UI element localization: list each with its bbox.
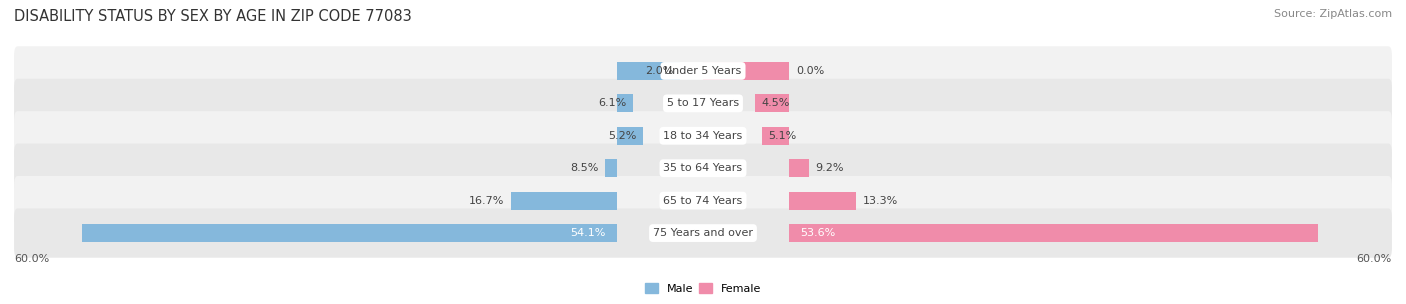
FancyBboxPatch shape [14, 176, 1392, 225]
Bar [617, 127, 644, 145]
Bar [703, 62, 789, 80]
Bar [606, 159, 617, 177]
Bar [789, 159, 808, 177]
Text: 60.0%: 60.0% [14, 254, 49, 264]
Text: 4.5%: 4.5% [762, 98, 790, 108]
Text: 6.1%: 6.1% [598, 98, 626, 108]
Text: 9.2%: 9.2% [815, 163, 844, 173]
Text: 13.3%: 13.3% [863, 196, 898, 206]
Text: 60.0%: 60.0% [1357, 254, 1392, 264]
Text: 53.6%: 53.6% [800, 228, 835, 238]
Text: Under 5 Years: Under 5 Years [665, 66, 741, 76]
Text: 2.0%: 2.0% [645, 66, 673, 76]
Bar [762, 127, 789, 145]
Text: 35 to 64 Years: 35 to 64 Years [664, 163, 742, 173]
Text: 65 to 74 Years: 65 to 74 Years [664, 196, 742, 206]
Text: DISABILITY STATUS BY SEX BY AGE IN ZIP CODE 77083: DISABILITY STATUS BY SEX BY AGE IN ZIP C… [14, 9, 412, 24]
Text: 0.0%: 0.0% [796, 66, 824, 76]
Bar [789, 224, 1319, 242]
Text: 5 to 17 Years: 5 to 17 Years [666, 98, 740, 108]
Text: 8.5%: 8.5% [571, 163, 599, 173]
FancyBboxPatch shape [14, 46, 1392, 95]
Bar [512, 192, 617, 209]
FancyBboxPatch shape [14, 143, 1392, 193]
Text: Source: ZipAtlas.com: Source: ZipAtlas.com [1274, 9, 1392, 19]
Text: 5.2%: 5.2% [607, 131, 637, 141]
Text: 16.7%: 16.7% [470, 196, 505, 206]
Text: 18 to 34 Years: 18 to 34 Years [664, 131, 742, 141]
Bar [789, 192, 856, 209]
Text: 75 Years and over: 75 Years and over [652, 228, 754, 238]
Legend: Male, Female: Male, Female [640, 279, 766, 298]
Bar [617, 62, 681, 80]
Bar [82, 224, 617, 242]
Bar [617, 95, 633, 112]
FancyBboxPatch shape [14, 111, 1392, 161]
Text: 54.1%: 54.1% [569, 228, 606, 238]
FancyBboxPatch shape [14, 79, 1392, 128]
FancyBboxPatch shape [14, 209, 1392, 258]
Text: 5.1%: 5.1% [769, 131, 797, 141]
Bar [755, 95, 789, 112]
